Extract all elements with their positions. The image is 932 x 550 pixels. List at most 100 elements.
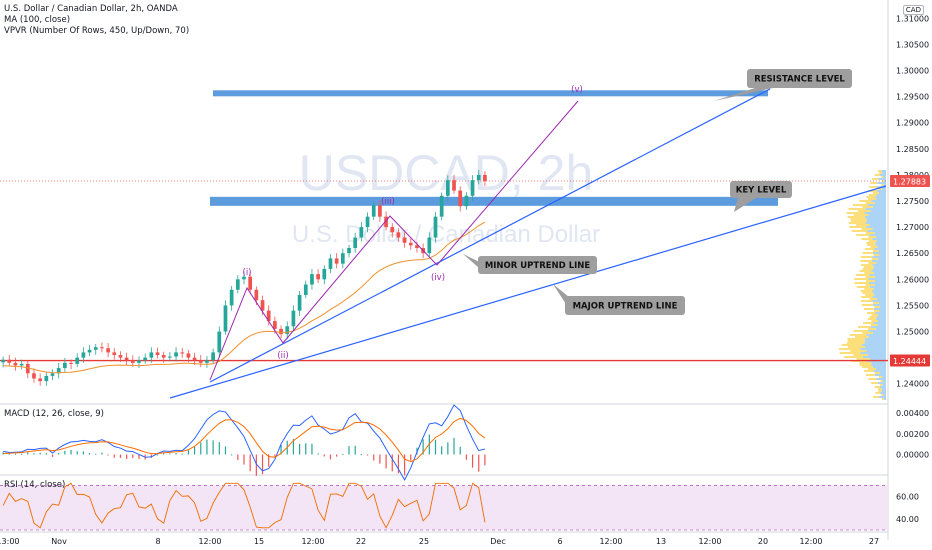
wave-label: (iii) [381, 197, 395, 207]
vpvr-bar-down [860, 352, 886, 354]
macd-histogram-bar [391, 454, 393, 472]
vpvr-bar-up [868, 194, 877, 196]
vpvr-bar-down [874, 202, 886, 204]
macd-histogram-bar [379, 454, 381, 464]
macd-histogram-bar [484, 454, 486, 466]
vpvr-bar-down [872, 304, 886, 306]
vpvr-bar-down [878, 314, 886, 316]
vpvr-bar-down [872, 366, 886, 368]
macd-histogram-bar [268, 454, 270, 467]
vpvr-bar-down [864, 340, 886, 342]
macd-histogram-bar [27, 452, 29, 455]
vpvr-bar-up [848, 208, 866, 210]
vpvr-bar-up [853, 214, 869, 216]
candle-body [149, 352, 154, 358]
macd-histogram-bar [447, 442, 449, 455]
candle-body [38, 378, 43, 382]
vpvr-bar-down [873, 308, 886, 310]
vpvr-bar-up [838, 348, 861, 350]
vpvr-bar-up [878, 388, 882, 390]
candle-body [390, 227, 395, 233]
vpvr-bar-up [875, 392, 881, 394]
vpvr-bar-down [869, 358, 886, 360]
vpvr-bar-down [865, 222, 886, 224]
vpvr-bar-down [874, 280, 886, 282]
vpvr-bar-up [854, 278, 869, 280]
vpvr-bar-down [865, 346, 886, 348]
vpvr-bar-down [868, 282, 886, 284]
vpvr-bar-up [861, 304, 873, 306]
vpvr-bar-down [872, 296, 886, 298]
macd-label[interactable]: MACD (12, 26, close, 9) [4, 409, 104, 419]
vpvr-bar-down [882, 172, 886, 174]
vpvr-bar-up [853, 330, 869, 332]
candle-body [32, 373, 36, 379]
key-level-callout-label: KEY LEVEL [736, 186, 787, 196]
indicator-vpvr-label[interactable]: VPVR (Number Of Rows, 450, Up/Down, 70) [4, 26, 190, 36]
y-tick-label: 1.29000 [896, 119, 929, 128]
vpvr-bar-down [879, 386, 886, 388]
indicator-ma-label[interactable]: MA (100, close) [4, 15, 71, 25]
vpvr-bar-up [863, 370, 874, 372]
macd-histogram-bar [82, 451, 84, 455]
rsi-label[interactable]: RSI (14, close) [4, 480, 66, 490]
macd-histogram-bar [21, 453, 23, 455]
candle-body [353, 237, 358, 248]
candle-body [445, 180, 450, 196]
macd-histogram-bar [126, 454, 128, 459]
key-level-callout-pointer [734, 198, 756, 212]
candle-body [291, 310, 296, 327]
candle-body [427, 237, 432, 254]
vpvr-bar-down [876, 378, 886, 380]
wave-label: (ii) [277, 351, 288, 361]
vpvr-bar-up [856, 234, 870, 236]
macd-histogram-bar [163, 452, 165, 455]
candle-body [340, 253, 345, 264]
elliott-wave-line [209, 100, 579, 381]
vpvr-bar-down [861, 344, 886, 346]
vpvr-bar-up [865, 284, 875, 286]
vpvr-bar-up [878, 376, 883, 378]
candle-body [347, 247, 351, 254]
x-tick-label: 13 [656, 537, 666, 546]
vpvr-bar-down [860, 348, 886, 350]
x-tick-label: 12:00 [301, 537, 324, 546]
candle-body [143, 357, 148, 361]
vpvr-bar-up [861, 296, 873, 298]
vpvr-bar-up [872, 178, 879, 180]
macd-histogram-bar [224, 446, 227, 455]
vpvr-bar-down [870, 326, 886, 328]
macd-histogram-bar [255, 454, 257, 476]
vpvr-bar-up [862, 332, 873, 334]
candle-body [186, 353, 191, 358]
vpvr-bar-up [866, 242, 876, 244]
candle-body [81, 352, 86, 358]
candle-body [217, 331, 222, 353]
vpvr-bar-up [871, 382, 878, 384]
vpvr-bar-up [862, 206, 873, 208]
vpvr-bar-up [853, 354, 869, 356]
macd-histogram-bar [280, 444, 282, 455]
candle-body [359, 227, 364, 238]
vpvr-bar-up [873, 254, 880, 256]
macd-signal-line [3, 417, 486, 463]
rsi-band [0, 485, 888, 530]
vpvr-bar-down [866, 350, 886, 352]
vpvr-bar-down [868, 214, 886, 216]
vpvr-bar-down [876, 240, 886, 242]
macd-histogram-bar [156, 454, 159, 456]
macd-histogram-bar [249, 454, 251, 472]
vpvr-bar-down [877, 246, 886, 248]
macd-histogram-bar [113, 454, 115, 458]
vpvr-bar-down [866, 334, 886, 336]
candle-body [69, 362, 73, 364]
vpvr-bar-up [863, 266, 874, 268]
vpvr-bar-down [875, 328, 886, 330]
vpvr-bar-up [856, 274, 870, 276]
candle-body [1, 359, 5, 363]
vpvr-bar-down [864, 216, 886, 218]
vpvr-bar-down [874, 374, 886, 376]
vpvr-bar-down [873, 292, 886, 294]
resistance-callout-label: RESISTANCE LEVEL [754, 75, 845, 85]
